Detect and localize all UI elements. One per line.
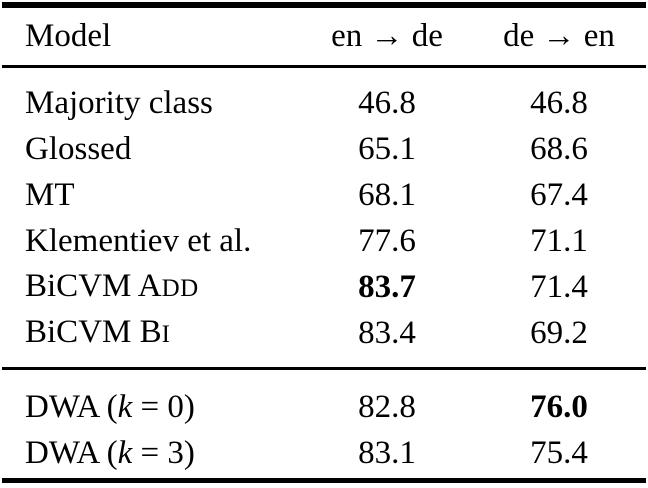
value-cell: 68.1 <box>358 177 416 213</box>
value-cell: 82.8 <box>358 389 416 425</box>
model-name-part: DD <box>161 274 199 302</box>
value-cell: 83.1 <box>358 435 416 471</box>
model-cell: MT <box>2 172 302 218</box>
table-row: Majority class 46.8 46.8 <box>2 80 646 126</box>
value-cell: 76.0 <box>530 389 588 425</box>
value-cell: 71.4 <box>530 269 588 305</box>
model-name-part: Majority class <box>25 85 213 121</box>
mid-rule <box>2 367 646 370</box>
value-cell: 46.8 <box>530 85 588 121</box>
model-name-part: = 0) <box>132 389 195 425</box>
table-row: Klementiev et al. 77.6 71.1 <box>2 218 646 264</box>
value-cell: 46.8 <box>358 85 416 121</box>
column-header-model: Model <box>25 18 112 54</box>
table-row: DWA (k = 3) 83.1 75.4 <box>2 430 646 476</box>
model-name-part: BiCVM B <box>25 313 162 350</box>
model-cell: Klementiev et al. <box>2 218 302 264</box>
bottom-rule <box>2 478 646 483</box>
model-name-part: DWA ( <box>25 389 118 425</box>
table-section: DWA (k = 0) 82.8 76.0 DWA (k = 3) 83.1 75.4 <box>2 370 646 478</box>
value-cell: 69.2 <box>530 315 588 351</box>
table-header-row: Model en → de de → en <box>2 8 646 65</box>
model-cell: Majority class <box>2 80 302 126</box>
column-header-en-de: en → de <box>331 18 443 54</box>
model-name-part: k <box>117 389 133 425</box>
model-name-part: I <box>161 320 171 348</box>
value-cell: 83.7 <box>358 269 416 305</box>
model-cell: DWA (k = 3) <box>2 430 302 476</box>
table-row: BiCVM ADD 83.7 71.4 <box>2 264 646 310</box>
table-row: DWA (k = 0) 82.8 76.0 <box>2 384 646 430</box>
value-cell: 65.1 <box>358 131 416 167</box>
table-row: MT 68.1 67.4 <box>2 172 646 218</box>
model-cell: Glossed <box>2 126 302 172</box>
header-rule <box>2 65 646 68</box>
value-cell: 83.4 <box>358 315 416 351</box>
table-row: BiCVM BI 83.4 69.2 <box>2 310 646 356</box>
top-rule <box>2 2 646 8</box>
value-cell: 75.4 <box>530 435 588 471</box>
model-name-part: Glossed <box>25 131 132 167</box>
model-name-part: Klementiev et al. <box>25 223 252 259</box>
model-name-part: k <box>117 435 133 471</box>
model-cell: BiCVM ADD <box>2 263 302 312</box>
model-cell: BiCVM BI <box>2 309 302 358</box>
column-header-de-en: de → en <box>503 18 615 54</box>
value-cell: 67.4 <box>530 177 588 213</box>
value-cell: 68.6 <box>530 131 588 167</box>
model-name-part: = 3) <box>132 435 195 471</box>
table-section: Majority class 46.8 46.8 Glossed 65.1 68.6 MT 6… <box>2 68 646 367</box>
value-cell: 77.6 <box>358 223 416 259</box>
model-name-part: MT <box>25 177 75 213</box>
model-name-part: BiCVM A <box>25 267 162 304</box>
model-cell: DWA (k = 0) <box>2 384 302 430</box>
model-name-part: DWA ( <box>25 435 118 471</box>
table-row: Glossed 65.1 68.6 <box>2 126 646 172</box>
value-cell: 71.1 <box>530 223 588 259</box>
results-table: Model en → de de → en Majority class 46.8… <box>2 2 646 483</box>
